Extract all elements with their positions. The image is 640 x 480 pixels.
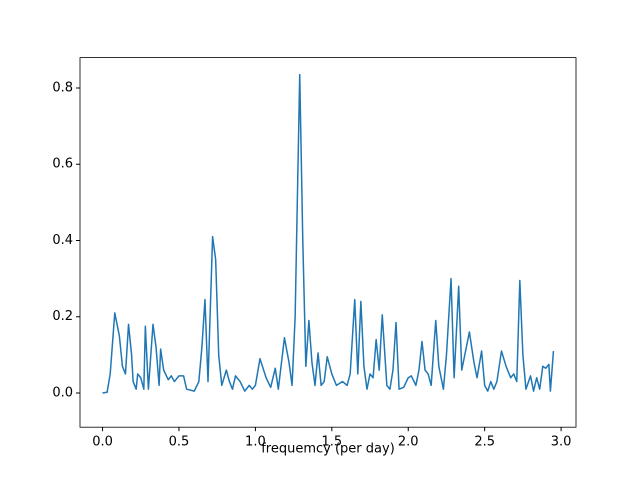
y-tick-label: 0.6	[52, 157, 73, 172]
x-tick-label: 0.0	[92, 435, 113, 450]
x-tick-label: 2.0	[398, 435, 419, 450]
data-line	[102, 73, 555, 394]
y-tick-label: 0.0	[52, 386, 73, 401]
y-tick-label: 0.8	[52, 80, 73, 95]
x-tick-label: 2.5	[474, 435, 495, 450]
x-tick-label: 1.5	[321, 435, 342, 450]
plot-frame	[79, 57, 577, 428]
y-tick-label: 0.4	[52, 233, 73, 248]
x-tick-label: 0.5	[169, 435, 190, 450]
x-tick-label: 1.0	[245, 435, 266, 450]
x-axis-label: frequemcy (per day)	[261, 442, 395, 457]
x-tick-label: 3.0	[551, 435, 572, 450]
y-tick-label: 0.2	[52, 309, 73, 324]
